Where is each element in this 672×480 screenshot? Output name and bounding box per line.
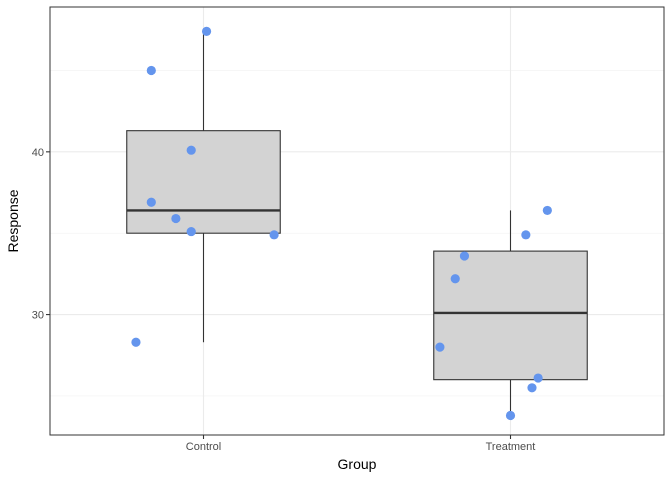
data-point [435,342,445,352]
data-point [505,410,516,421]
data-point [527,383,537,393]
interquartile-box [126,130,281,234]
plot-panel-border [49,6,665,436]
data-point [542,205,552,216]
box-treatment [433,210,588,416]
data-point [269,230,279,240]
y-tick-label: 30 [32,310,44,322]
box-control [126,31,281,343]
data-point [450,274,460,284]
data-point [521,230,531,240]
data-point [146,197,156,207]
y-tick-label: 40 [32,147,44,159]
axes: 30 40 Control Treatment [32,147,536,453]
boxes [126,31,588,416]
data-point [171,213,181,224]
x-tick-label: Control [186,441,221,453]
y-axis-title: Response [5,189,21,252]
data-point [146,65,156,76]
data-point [533,373,543,383]
data-points [131,26,552,421]
interquartile-box [433,250,588,381]
data-point [201,26,212,37]
data-point [459,251,470,261]
data-point [186,226,196,237]
x-axis-title: Group [338,456,377,472]
data-point [186,145,196,155]
data-point [131,337,141,347]
x-tick-label: Treatment [486,441,536,453]
